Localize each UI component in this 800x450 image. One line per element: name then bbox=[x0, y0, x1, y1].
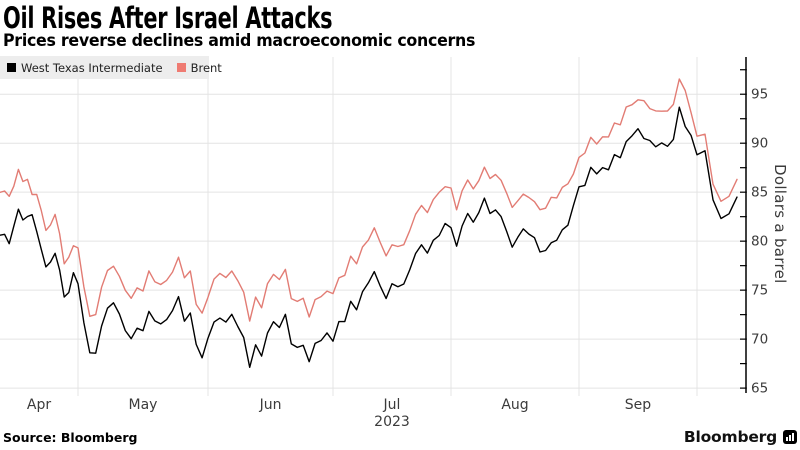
x-month-label: Jun bbox=[259, 397, 282, 413]
x-month-label: Apr bbox=[27, 397, 51, 413]
x-month-label: Jul bbox=[383, 397, 401, 413]
y-tick-label: 85 bbox=[751, 185, 768, 201]
bloomberg-terminal-icon bbox=[783, 430, 797, 444]
y-tick-label: 70 bbox=[751, 332, 768, 348]
wti-swatch-icon bbox=[7, 63, 16, 72]
legend-label-brent: Brent bbox=[190, 60, 222, 75]
x-year-label: 2023 bbox=[374, 414, 410, 430]
y-tick-label: 75 bbox=[751, 283, 768, 299]
y-tick-label: 90 bbox=[751, 136, 768, 152]
chart-subtitle: Prices reverse declines amid macroeconom… bbox=[3, 31, 476, 51]
y-tick-label: 95 bbox=[751, 87, 768, 103]
brent-swatch-icon bbox=[176, 63, 186, 72]
west-texas-intermediate-line bbox=[0, 106, 738, 368]
chart-legend: West Texas Intermediate Brent bbox=[0, 56, 222, 79]
x-month-label: Aug bbox=[501, 397, 528, 413]
brent-line bbox=[0, 78, 738, 322]
x-month-label: Sep bbox=[625, 397, 652, 413]
y-tick-label: 80 bbox=[751, 234, 768, 250]
bloomberg-wordmark: Bloomberg bbox=[683, 428, 777, 446]
chart-title: Oil Rises After Israel Attacks bbox=[3, 1, 333, 35]
legend-item-wti: West Texas Intermediate bbox=[7, 61, 163, 75]
x-month-label: May bbox=[129, 397, 158, 413]
bloomberg-logo: Bloomberg bbox=[684, 428, 797, 446]
legend-item-brent: Brent bbox=[176, 60, 222, 75]
source-note: Source: Bloomberg bbox=[3, 430, 138, 445]
y-tick-label: 65 bbox=[751, 381, 768, 397]
legend-label-wti: West Texas Intermediate bbox=[21, 60, 163, 75]
y-axis-title: Dollars a barrel bbox=[771, 164, 789, 284]
